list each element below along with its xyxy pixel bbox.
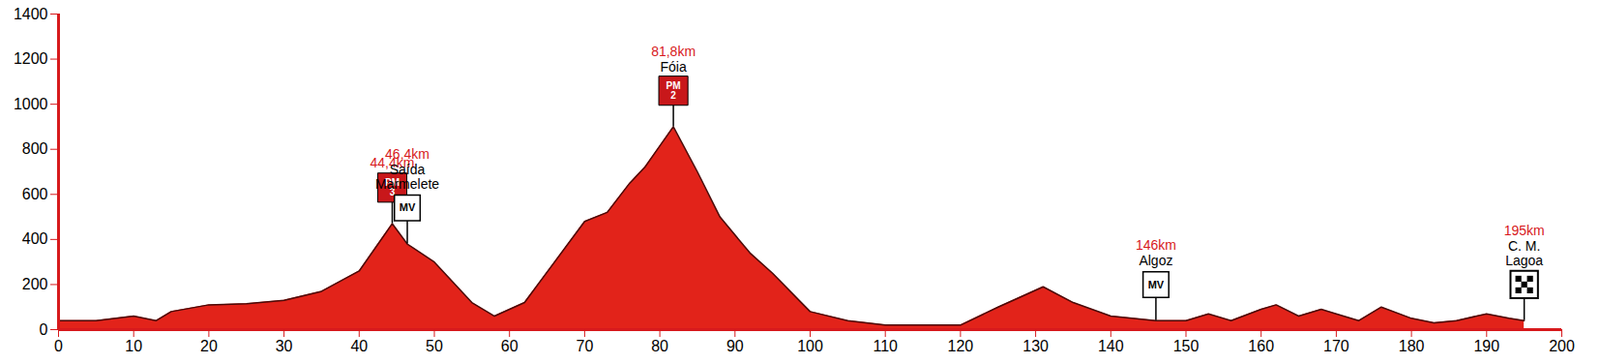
svg-text:90: 90 [726, 337, 744, 355]
svg-text:110: 110 [872, 337, 898, 355]
svg-text:Algoz: Algoz [1138, 252, 1173, 268]
svg-text:30: 30 [275, 337, 294, 355]
svg-text:600: 600 [22, 185, 49, 203]
svg-text:195km: 195km [1504, 222, 1545, 238]
svg-text:800: 800 [22, 140, 49, 157]
svg-text:40: 40 [350, 337, 368, 355]
svg-text:50: 50 [425, 337, 444, 355]
svg-text:10: 10 [124, 337, 143, 355]
svg-text:MV: MV [399, 201, 416, 213]
svg-text:200: 200 [22, 275, 49, 293]
svg-text:1200: 1200 [13, 50, 49, 67]
svg-text:200: 200 [1548, 337, 1575, 355]
svg-text:150: 150 [1173, 337, 1200, 355]
svg-text:60: 60 [501, 337, 519, 355]
svg-text:80: 80 [651, 337, 669, 355]
svg-text:130: 130 [1022, 337, 1049, 355]
svg-text:46,4km: 46,4km [385, 146, 430, 162]
svg-text:81,8km: 81,8km [651, 43, 696, 60]
svg-text:146km: 146km [1135, 237, 1177, 253]
svg-text:170: 170 [1323, 337, 1350, 355]
svg-text:MV: MV [1148, 278, 1165, 291]
svg-text:20: 20 [200, 337, 218, 355]
svg-text:100: 100 [797, 337, 824, 355]
svg-text:160: 160 [1247, 337, 1275, 355]
svg-text:0: 0 [54, 337, 63, 355]
svg-text:PM2: PM2 [666, 80, 682, 102]
svg-text:70: 70 [576, 337, 594, 355]
svg-text:140: 140 [1097, 337, 1125, 355]
svg-text:1400: 1400 [13, 5, 49, 23]
svg-text:400: 400 [22, 230, 49, 247]
svg-text:120: 120 [948, 337, 975, 355]
svg-text:C. M.Lagoa: C. M.Lagoa [1505, 237, 1543, 268]
svg-text:1000: 1000 [13, 95, 49, 113]
svg-text:180: 180 [1398, 337, 1425, 355]
svg-text:Fóia: Fóia [659, 59, 686, 75]
svg-text:190: 190 [1473, 337, 1500, 355]
svg-text:SaídaMarmelete: SaídaMarmelete [375, 161, 440, 192]
svg-text:0: 0 [39, 321, 49, 338]
